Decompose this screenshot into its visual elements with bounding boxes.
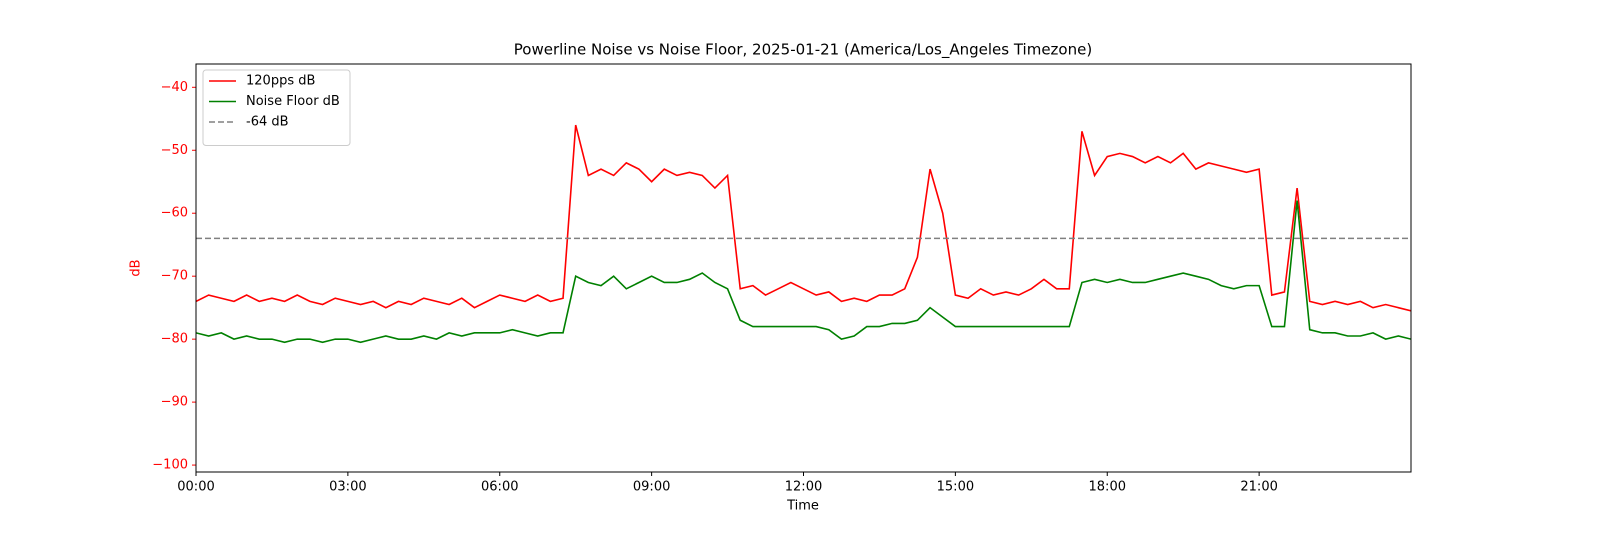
- y-tick-label: −40: [161, 80, 188, 95]
- y-tick-label: −70: [161, 269, 188, 284]
- legend: 120pps dB Noise Floor dB -64 dB: [202, 69, 351, 146]
- y-tick-label: −50: [161, 143, 188, 158]
- legend-box: [202, 69, 351, 146]
- series-line: [196, 200, 1411, 344]
- y-tick-label: −100: [152, 458, 188, 473]
- legend-label: -64 dB: [246, 115, 289, 130]
- plot-area: [196, 124, 1411, 344]
- y-tick-label: −60: [161, 206, 188, 221]
- y-axis-label: dB: [129, 259, 144, 276]
- x-tick-label: 09:00: [633, 480, 670, 495]
- x-tick-label: 00:00: [177, 480, 214, 495]
- legend-label: 120pps dB: [246, 74, 315, 89]
- x-axis-label: Time: [786, 499, 819, 514]
- y-tick-label: −80: [161, 332, 188, 347]
- legend-label: Noise Floor dB: [246, 94, 340, 109]
- series-line: [196, 124, 1411, 312]
- x-tick-label: 18:00: [1089, 480, 1126, 495]
- y-tick-label: −90: [161, 395, 188, 410]
- x-tick-label: 12:00: [785, 480, 822, 495]
- chart-title: Powerline Noise vs Noise Floor, 2025-01-…: [514, 41, 1092, 60]
- x-tick-label: 03:00: [329, 480, 366, 495]
- x-tick-label: 21:00: [1240, 480, 1277, 495]
- x-tick-label: 06:00: [481, 480, 518, 495]
- x-tick-label: 15:00: [937, 480, 974, 495]
- plot-frame: [195, 63, 1412, 473]
